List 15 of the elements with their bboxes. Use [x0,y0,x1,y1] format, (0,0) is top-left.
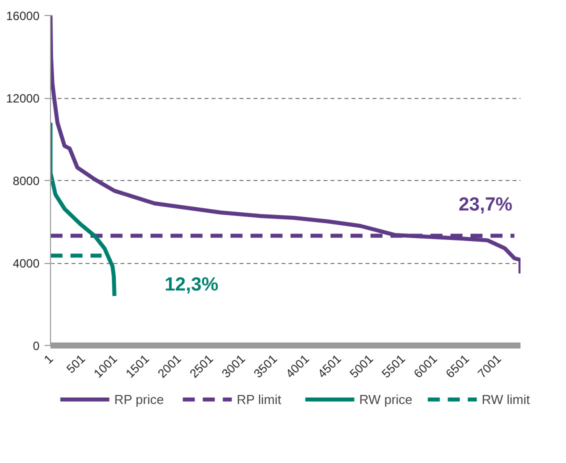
x-tick-label: 501 [64,352,88,376]
legend-label: RP limit [236,392,282,407]
line-series [50,120,116,298]
y-tick-label: 0 [32,339,40,353]
y-tick-label: 12000 [6,92,40,106]
legend-label: RW price [359,392,412,407]
line-series [50,16,520,276]
legend-label: RW limit [482,392,530,407]
y-tick-label: 16000 [6,9,40,23]
x-tick-label: 1 [41,352,56,367]
annotation: 12,3% [164,274,219,296]
annotation: 23,7% [458,194,513,216]
y-tick-label: 4000 [12,256,40,270]
y-tick-label: 8000 [12,174,40,188]
legend-label: RP price [114,392,164,407]
